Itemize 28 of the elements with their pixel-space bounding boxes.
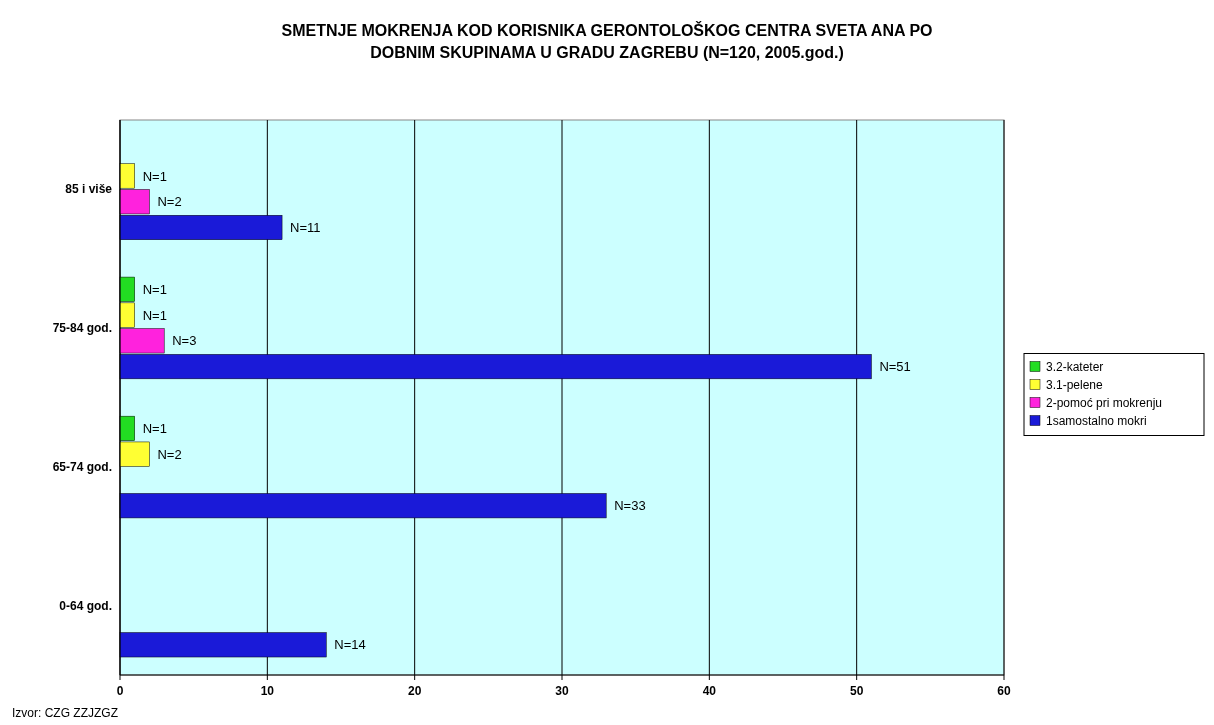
legend-label: 3.1-pelene <box>1046 377 1104 392</box>
data-label: N=11 <box>290 220 321 236</box>
x-tick-label: 0 <box>116 684 124 698</box>
y-tick-label: 85 i više <box>65 182 113 197</box>
data-label: N=2 <box>157 194 182 210</box>
legend-label: 1samostalno mokri <box>1046 413 1147 428</box>
data-label: N=1 <box>142 281 167 297</box>
y-tick-label: 65-74 god. <box>52 460 112 475</box>
x-tick-label: 10 <box>260 684 275 698</box>
data-label: N=3 <box>172 333 197 349</box>
data-label: N=1 <box>142 307 167 323</box>
x-tick-label: 20 <box>407 684 422 698</box>
data-label: N=2 <box>157 446 182 462</box>
text: Izvor: CZG ZZJZGZ <box>12 706 118 720</box>
chart-title: SMETNJE MOKRENJA KOD KORISNIKA GERONTOLOŠKOG CENTRA SVETA ANA PO DOBNIM SKUPINAMA U GRADU ZAGREBU (N=120, 2005.god.) <box>281 21 933 61</box>
x-tick-label: 40 <box>702 684 717 698</box>
y-tick-label: 75-84 god. <box>52 321 112 336</box>
legend-label: 2-pomoć pri mokrenju <box>1046 395 1163 410</box>
x-tick-label: 50 <box>849 684 864 698</box>
y-tick-label: 0-64 god. <box>59 599 112 614</box>
data-label: N=51 <box>879 359 911 375</box>
data-label: N=14 <box>334 637 366 653</box>
legend-label: 3.2-kateter <box>1046 359 1104 374</box>
x-tick-label: 60 <box>997 684 1011 698</box>
x-tick-label: 30 <box>555 684 569 698</box>
data-label: N=33 <box>614 498 646 514</box>
data-label: N=1 <box>142 168 167 184</box>
data-label: N=1 <box>142 420 167 436</box>
